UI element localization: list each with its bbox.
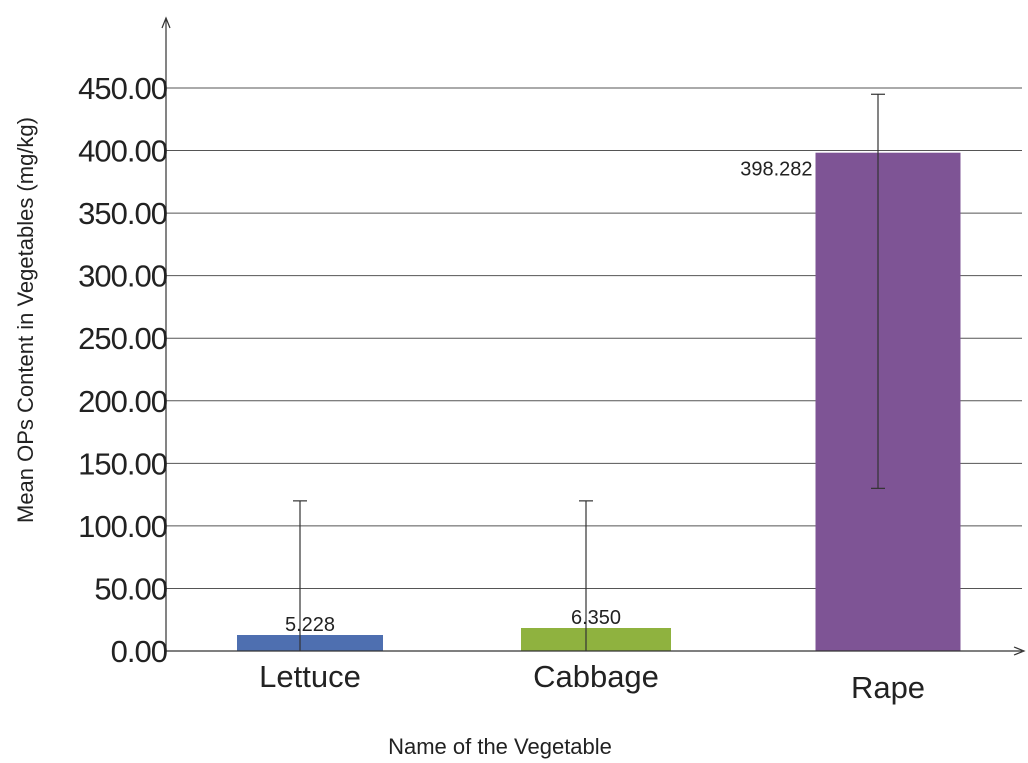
gridlines <box>166 87 1022 589</box>
error-bar-cabbage <box>579 500 593 651</box>
error-bar-lettuce <box>293 500 307 651</box>
bars <box>237 152 961 652</box>
y-tick-label: 100.00 <box>78 509 168 544</box>
x-axis-arrow <box>1013 646 1026 656</box>
category-labels: Lettuce Cabbage Rape <box>259 659 925 705</box>
y-tick-label: 250.00 <box>78 321 168 356</box>
bar-cabbage <box>521 628 671 651</box>
data-label-rape: 398.282 <box>740 159 812 181</box>
error-bar-rape <box>871 93 885 489</box>
y-axis-arrow <box>161 16 171 29</box>
y-tick-label: 0.00 <box>111 634 168 669</box>
category-label-rape: Rape <box>851 670 925 705</box>
y-tick-label: 150.00 <box>78 446 168 481</box>
y-tick-label: 350.00 <box>78 196 168 231</box>
axes <box>161 16 1026 656</box>
y-tick-label: 50.00 <box>94 571 167 606</box>
bar-rape <box>815 152 961 652</box>
x-axis-title: Name of the Vegetable <box>388 734 612 759</box>
y-tick-label: 450.00 <box>78 71 168 106</box>
category-label-cabbage: Cabbage <box>533 659 659 694</box>
y-axis-title: Mean OPs Content in Vegetables (mg/kg) <box>13 117 38 523</box>
y-tick-labels: 0.00 50.00 100.00 150.00 200.00 250.00 300.00 3… <box>78 71 169 669</box>
bar-lettuce <box>237 635 383 651</box>
data-labels: 5.228 6.350 398.282 <box>285 159 813 636</box>
category-label-lettuce: Lettuce <box>259 659 361 694</box>
y-tick-label: 400.00 <box>78 134 168 169</box>
y-tick-label: 300.00 <box>78 259 168 294</box>
y-tick-label: 200.00 <box>78 384 168 419</box>
data-label-lettuce: 5.228 <box>285 614 335 636</box>
data-label-cabbage: 6.350 <box>571 607 621 629</box>
error-bars <box>293 93 885 651</box>
